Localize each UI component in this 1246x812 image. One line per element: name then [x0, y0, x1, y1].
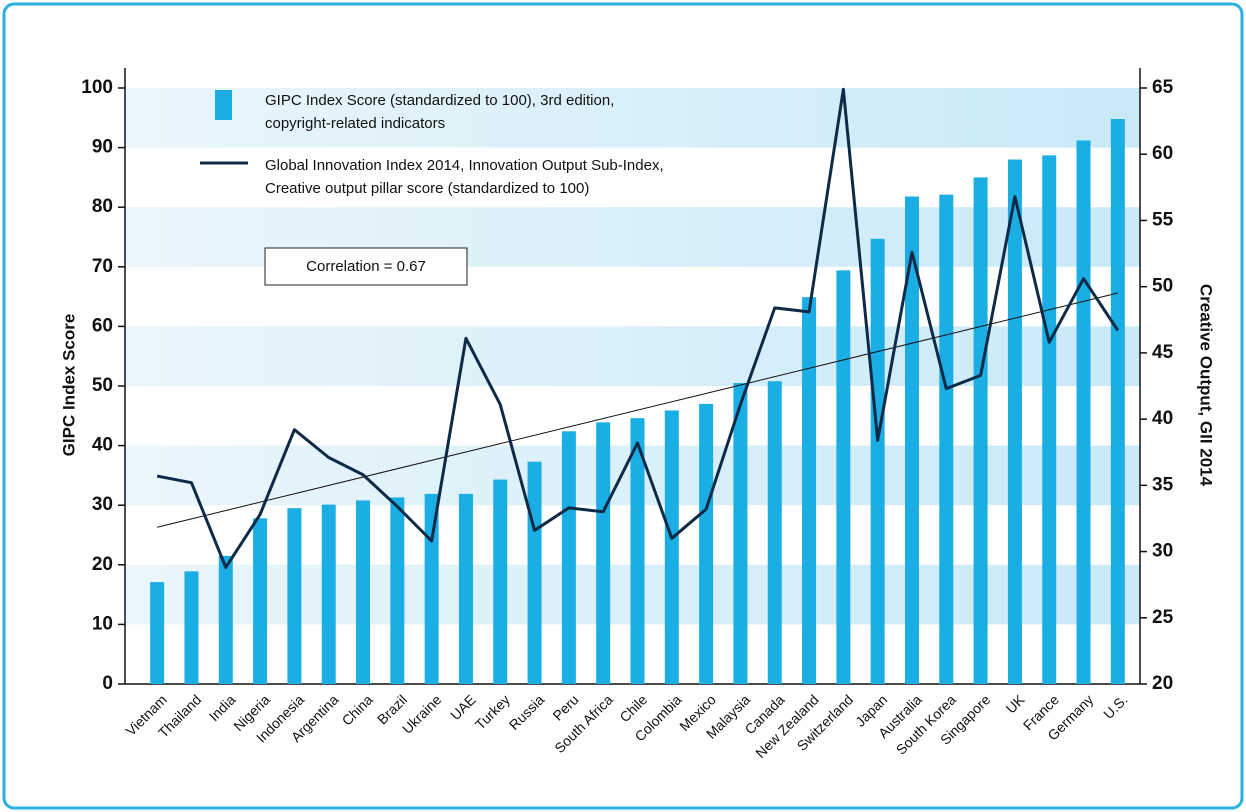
bar	[287, 508, 302, 684]
bar	[493, 479, 508, 684]
y-tick-label: 60	[92, 315, 113, 336]
bar	[561, 431, 576, 684]
trendline	[157, 292, 1118, 528]
bar	[1076, 140, 1091, 684]
bar	[939, 194, 954, 684]
bar	[1042, 155, 1057, 684]
y-tick-label: 20	[92, 554, 113, 575]
bar	[356, 500, 371, 684]
bar	[904, 196, 919, 685]
bar	[424, 493, 439, 684]
bar	[767, 381, 782, 684]
y-tick-label: 90	[92, 137, 113, 158]
y2-tick-label: 65	[1152, 77, 1174, 98]
grid-band	[125, 326, 1140, 386]
y-tick-label: 100	[81, 77, 113, 98]
bar	[973, 177, 988, 684]
y-tick-label: 70	[92, 256, 113, 277]
bar	[596, 422, 611, 684]
y-axis-label: GIPC Index Score	[59, 314, 78, 457]
y2-tick-label: 30	[1152, 541, 1173, 562]
bar	[253, 518, 268, 684]
y2-tick-label: 45	[1152, 342, 1174, 363]
y2-tick-label: 60	[1152, 143, 1173, 164]
bar	[1007, 159, 1022, 684]
annotation-box	[264, 247, 468, 286]
y-tick-label: 80	[92, 196, 113, 217]
bar	[150, 582, 165, 684]
legend-label: Global Innovation Index 2014, Innovation…	[265, 157, 664, 197]
y2-axis-label: Creative Output, GII 2014	[1197, 284, 1216, 487]
bar	[802, 297, 817, 684]
bar	[664, 410, 679, 684]
y2-tick-label: 20	[1152, 673, 1173, 694]
line	[156, 87, 1120, 569]
legend-label: GIPC Index Score (standardized to 100), …	[265, 92, 614, 132]
y2-tick-label: 35	[1152, 474, 1174, 495]
legend-swatch-bar	[215, 90, 232, 120]
bar	[699, 403, 714, 684]
y-tick-label: 10	[92, 613, 113, 634]
y-tick-label: 0	[102, 673, 113, 694]
y2-tick-label: 50	[1152, 276, 1173, 297]
bar	[184, 571, 199, 684]
bar	[390, 497, 405, 684]
bar	[733, 383, 748, 684]
bar	[1110, 118, 1125, 684]
bar	[527, 461, 542, 684]
y2-tick-label: 40	[1152, 408, 1173, 429]
y2-tick-label: 25	[1152, 607, 1174, 628]
annotation: Correlation = 0.67	[306, 258, 426, 275]
y-tick-label: 30	[92, 494, 113, 515]
bar	[870, 238, 885, 684]
bar	[630, 418, 645, 684]
bar	[321, 504, 336, 684]
y2-tick-label: 55	[1152, 209, 1174, 230]
bar	[218, 555, 233, 684]
y-tick-label: 40	[92, 435, 113, 456]
y-tick-label: 50	[92, 375, 113, 396]
bar	[836, 270, 851, 684]
bar	[458, 493, 473, 684]
grid-band	[125, 88, 1140, 148]
